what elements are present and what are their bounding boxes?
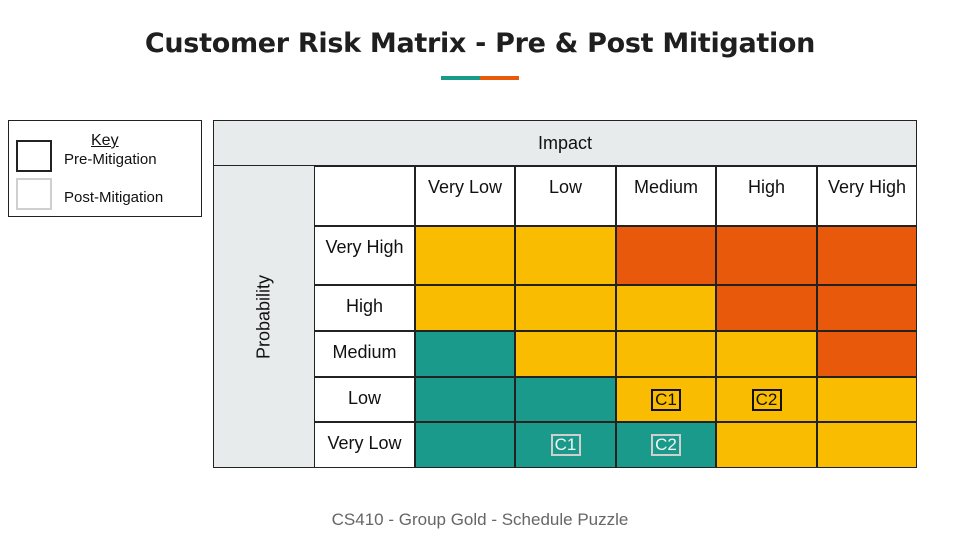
probability-level-header: Very Low bbox=[314, 422, 415, 468]
impact-level-header: Medium bbox=[616, 166, 716, 226]
risk-cell-high bbox=[616, 226, 716, 285]
risk-cell-medium bbox=[515, 285, 616, 331]
probability-level-header: Medium bbox=[314, 331, 415, 377]
probability-level-header: High bbox=[314, 285, 415, 331]
risk-cell-high bbox=[817, 226, 917, 285]
title-accent-bar-orange bbox=[480, 76, 519, 80]
page-title: Customer Risk Matrix - Pre & Post Mitiga… bbox=[144, 28, 816, 59]
risk-cell-medium bbox=[616, 331, 716, 377]
risk-cell-medium bbox=[817, 377, 917, 422]
risk-cell-medium bbox=[515, 226, 616, 285]
footer-caption: CS410 - Group Gold - Schedule Puzzle bbox=[331, 510, 629, 529]
probability-level-header: Low bbox=[314, 377, 415, 422]
post-mitigation-label: Post-Mitigation bbox=[64, 189, 164, 206]
impact-level-header: Low bbox=[515, 166, 616, 226]
risk-cell-medium: C1 bbox=[616, 377, 716, 422]
risk-matrix: Impact Probability Very Low Low Medium High… bbox=[213, 120, 917, 468]
risk-cell-medium bbox=[415, 285, 515, 331]
risk-cell-medium bbox=[415, 226, 515, 285]
risk-cell-high bbox=[817, 285, 917, 331]
probability-level-header: Very High bbox=[314, 226, 415, 285]
risk-cell-medium bbox=[716, 422, 817, 468]
risk-cell-high bbox=[716, 226, 817, 285]
risk-cell-low: C2 bbox=[616, 422, 716, 468]
pre-mitigation-swatch bbox=[16, 140, 52, 172]
post-mitigation-marker: C2 bbox=[651, 434, 681, 456]
pre-mitigation-marker: C1 bbox=[651, 388, 681, 411]
risk-cell-low bbox=[415, 377, 515, 422]
risk-cell-medium bbox=[817, 422, 917, 468]
post-mitigation-marker: C1 bbox=[550, 434, 581, 456]
impact-level-header: Very Low bbox=[415, 166, 515, 226]
risk-cell-medium bbox=[616, 285, 716, 331]
key-title: Key bbox=[91, 132, 119, 149]
impact-axis-label: Impact bbox=[537, 132, 593, 153]
pre-mitigation-marker: C2 bbox=[751, 388, 782, 411]
post-mitigation-swatch bbox=[16, 178, 52, 210]
impact-level-header: High bbox=[716, 166, 817, 226]
risk-cell-medium bbox=[515, 331, 616, 377]
impact-axis-header: Impact bbox=[213, 120, 917, 166]
risk-cell-high bbox=[716, 285, 817, 331]
title-accent-bar-teal bbox=[441, 76, 480, 80]
risk-cell-low bbox=[515, 377, 616, 422]
risk-cell-low: C1 bbox=[515, 422, 616, 468]
risk-cell-low bbox=[415, 331, 515, 377]
impact-level-header: Very High bbox=[817, 166, 917, 226]
matrix-corner-cell bbox=[314, 166, 415, 226]
risk-cell-medium bbox=[716, 331, 817, 377]
risk-cell-medium: C2 bbox=[716, 377, 817, 422]
risk-cell-low bbox=[415, 422, 515, 468]
probability-axis-label: Probability bbox=[253, 274, 274, 360]
pre-mitigation-label: Pre-Mitigation bbox=[64, 151, 157, 168]
probability-axis-header: Probability bbox=[213, 166, 314, 468]
risk-cell-high bbox=[817, 331, 917, 377]
legend-key: Key Pre-Mitigation Post-Mitigation bbox=[8, 120, 202, 217]
